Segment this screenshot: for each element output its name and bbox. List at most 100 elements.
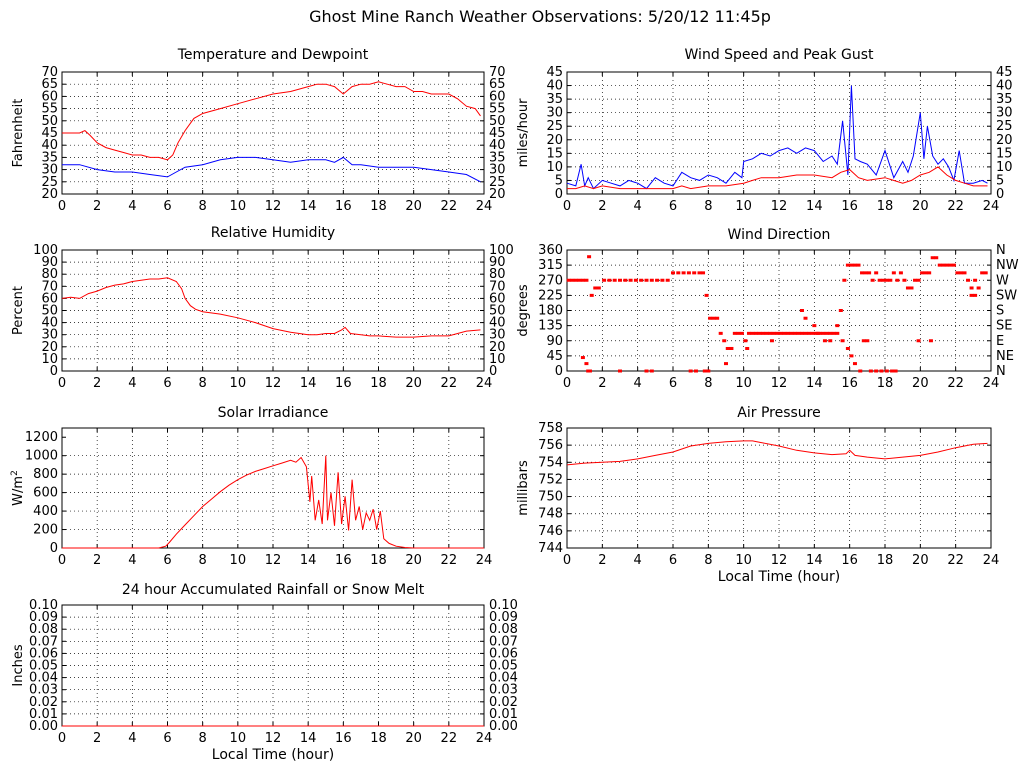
humidity-title: Relative Humidity	[211, 225, 335, 241]
wind-direction-point	[928, 339, 933, 343]
wind-direction-point	[778, 331, 783, 335]
humidity-xtick-label: 22	[441, 376, 458, 391]
wind-direction-xtick-label: 14	[806, 376, 823, 391]
wind-direction-point	[803, 331, 808, 335]
wind-direction-point	[840, 339, 845, 343]
wind-direction-point	[764, 331, 769, 335]
pressure-xtick-label: 0	[563, 553, 571, 568]
humidity-xtick-label: 6	[163, 376, 171, 391]
humidity-xtick-label: 16	[335, 376, 352, 391]
wind-direction-point	[856, 263, 861, 267]
wind-direction-point	[785, 331, 790, 335]
wind-direction-point	[905, 286, 910, 290]
wind-direction-point	[831, 331, 836, 335]
wind-speed-ytick-right-label: 20	[996, 133, 1013, 148]
wind-direction-ylabel: degrees	[516, 284, 531, 337]
temperature-ytick-label: 55	[41, 102, 58, 117]
wind-direction-point	[822, 339, 827, 343]
wind-direction-point	[849, 354, 854, 358]
rainfall-xtick-label: 22	[441, 731, 458, 746]
solar-xtick-label: 24	[476, 553, 493, 568]
humidity-ytick-label: 30	[41, 328, 58, 343]
wind-direction-ytick-right-label: E	[996, 334, 1004, 349]
wind-speed-ytick-label: 25	[546, 119, 563, 134]
rainfall-ylabel: Inches	[11, 644, 26, 686]
pressure-xtick-label: 2	[598, 553, 606, 568]
wind-speed-xtick-label: 18	[877, 199, 894, 214]
temperature-ytick-label: 65	[41, 77, 58, 92]
pressure-series-1-line	[566, 440, 988, 466]
wind-direction-ytick-label: 0	[555, 364, 563, 379]
humidity-xtick-label: 12	[265, 376, 282, 391]
wind-speed-ytick-label: 15	[546, 146, 563, 161]
wind-direction-point	[849, 263, 854, 267]
wind-direction-xtick-label: 2	[598, 376, 606, 391]
rainfall-ytick-right-label: 0.09	[489, 610, 518, 625]
wind-direction-point	[944, 263, 949, 267]
wind-direction-point	[796, 331, 801, 335]
wind-direction-point	[838, 309, 843, 312]
humidity-xtick-label: 14	[300, 376, 317, 391]
humidity-ytick-right-label: 20	[489, 340, 506, 355]
temperature-ytick-right-label: 55	[489, 102, 506, 117]
rainfall-ytick-label: 0.08	[29, 622, 58, 637]
solar-ytick-label: 600	[33, 486, 58, 501]
wind-direction-point	[708, 316, 713, 320]
humidity-ytick-right-label: 0	[489, 364, 497, 379]
wind-direction-ytick-label: 360	[538, 243, 563, 258]
wind-direction-point	[697, 271, 702, 275]
humidity-ytick-label: 0	[50, 364, 58, 379]
humidity-xtick-label: 4	[128, 376, 136, 391]
wind-direction-xtick-label: 8	[704, 376, 712, 391]
rainfall-ytick-label: 0.03	[29, 683, 58, 698]
temperature-ytick-right-label: 65	[489, 77, 506, 92]
wind-speed-xtick-label: 2	[598, 199, 606, 214]
solar-ytick-label: 400	[33, 504, 58, 519]
wind-speed-xtick-label: 10	[735, 199, 752, 214]
rainfall-ytick-right-label: 0.03	[489, 683, 518, 698]
temperature-ytick-label: 60	[41, 89, 58, 104]
wind-speed-xtick-label: 12	[771, 199, 788, 214]
wind-direction-ytick-right-label: S	[996, 304, 1004, 319]
wind-direction-point	[711, 316, 716, 320]
wind-speed-xtick-label: 24	[983, 199, 1000, 214]
temperature-ytick-right-label: 60	[489, 89, 506, 104]
solar-xtick-label: 14	[300, 553, 317, 568]
temperature-ytick-right-label: 50	[489, 114, 506, 129]
rainfall-ytick-label: 0.02	[29, 695, 58, 710]
wind-direction-point	[835, 331, 840, 335]
wind-direction-point	[969, 286, 974, 290]
wind-direction-xtick-label: 0	[563, 376, 571, 391]
wind-direction-point	[718, 331, 723, 335]
wind-direction-point	[969, 293, 974, 297]
rainfall-xtick-label: 18	[370, 731, 387, 746]
wind-speed-ytick-label: 30	[546, 106, 563, 121]
wind-direction-point	[768, 331, 773, 335]
solar-ytick-label: 1200	[25, 430, 58, 445]
solar-xtick-label: 4	[128, 553, 136, 568]
wind-direction-point	[577, 278, 582, 282]
wind-direction-point	[782, 331, 787, 335]
wind-direction-point	[930, 256, 935, 260]
wind-direction-point	[888, 278, 893, 282]
pressure-xtick-label: 8	[704, 553, 712, 568]
humidity-xtick-label: 0	[58, 376, 66, 391]
humidity-ytick-right-label: 50	[489, 304, 506, 319]
humidity-xtick-label: 20	[405, 376, 422, 391]
wind-direction-point	[962, 271, 967, 275]
humidity-ytick-right-label: 80	[489, 267, 506, 282]
solar-xtick-label: 8	[199, 553, 207, 568]
rainfall-title: 24 hour Accumulated Rainfall or Snow Mel…	[122, 582, 425, 598]
rainfall-ytick-label: 0.04	[29, 671, 58, 686]
solar-xtick-label: 20	[405, 553, 422, 568]
rainfall-xtick-label: 24	[476, 731, 493, 746]
wind-direction-point	[676, 271, 681, 275]
rainfall-ytick-right-label: 0.05	[489, 659, 518, 674]
temperature-ytick-right-label: 40	[489, 138, 506, 153]
temperature-ylabel: Fahrenheit	[11, 99, 26, 168]
pressure-ylabel: millibars	[516, 460, 531, 516]
pressure-xtick-label: 24	[983, 553, 1000, 568]
wind-direction-xtick-label: 10	[735, 376, 752, 391]
solar-title: Solar Irradiance	[218, 405, 329, 421]
